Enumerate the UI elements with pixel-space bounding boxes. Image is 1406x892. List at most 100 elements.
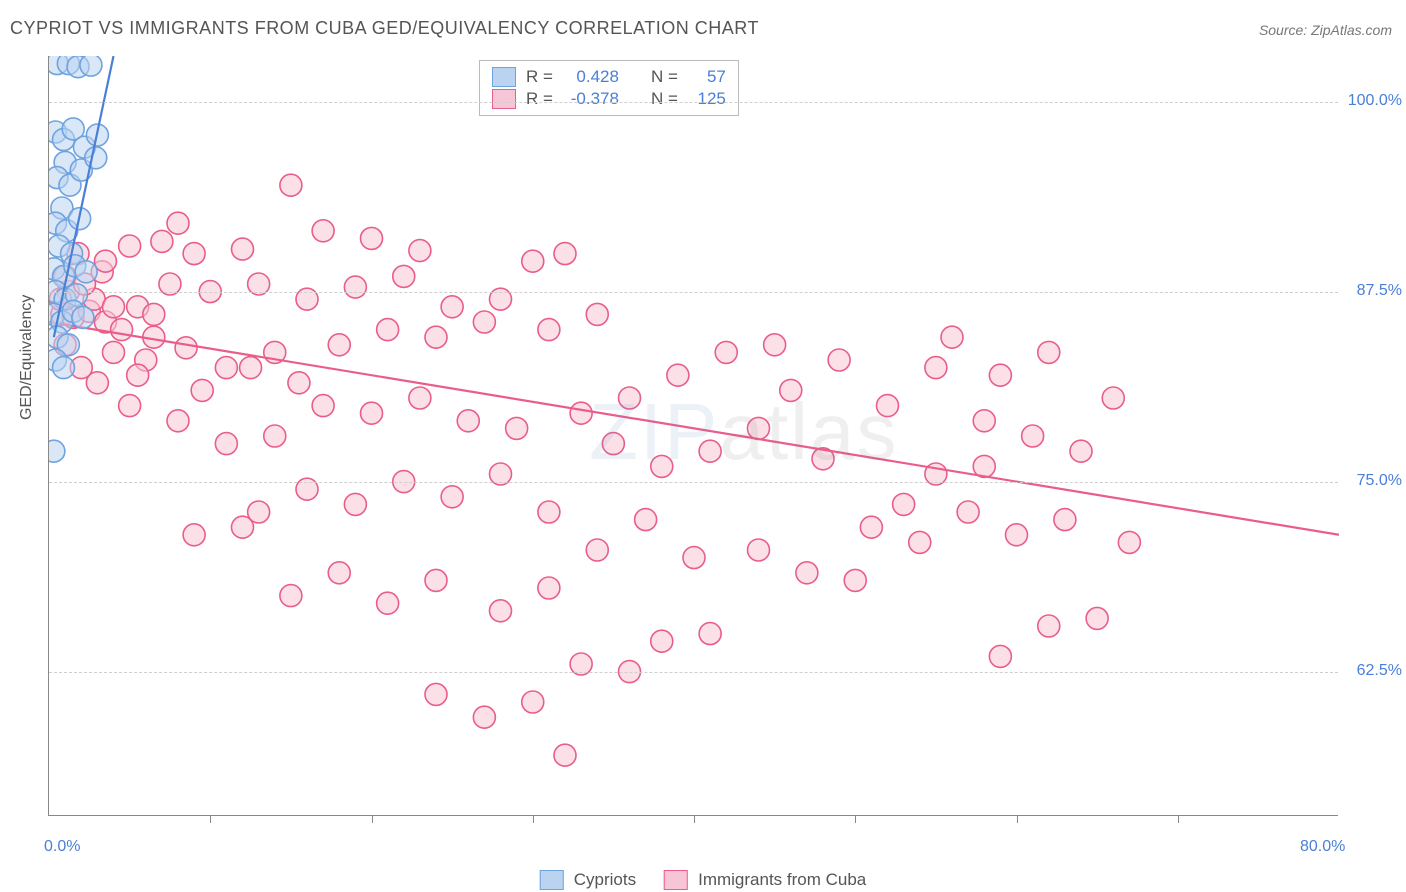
data-point-cuba [844,569,866,591]
data-point-cuba [748,539,770,561]
swatch-cuba [492,89,516,109]
data-point-cuba [764,334,786,356]
data-point-cuba [215,433,237,455]
r-label: R = [526,67,553,87]
data-point-cuba [635,509,657,531]
data-point-cuba [1038,341,1060,363]
data-point-cuba [441,486,463,508]
x-min-label: 0.0% [44,838,80,856]
data-point-cuba [699,440,721,462]
data-point-cuba [554,744,576,766]
data-point-cuba [522,250,544,272]
x-tick [694,815,695,823]
data-point-cuba [973,410,995,432]
data-point-cypriots [75,261,97,283]
data-point-cuba [860,516,882,538]
data-point-cuba [877,395,899,417]
data-point-cuba [409,387,431,409]
data-point-cuba [586,303,608,325]
data-point-cuba [651,630,673,652]
data-point-cuba [989,645,1011,667]
data-point-cuba [699,623,721,645]
data-point-cuba [570,402,592,424]
y-tick-label: 87.5% [1357,282,1402,300]
x-tick [1017,815,1018,823]
data-point-cuba [425,683,447,705]
gridline-h [49,672,1338,673]
legend-row-cypriots: R = 0.428 N = 57 [492,67,726,87]
data-point-cuba [167,410,189,432]
data-point-cuba [602,433,624,455]
y-tick-label: 62.5% [1357,662,1402,680]
data-point-cypriots [72,306,94,328]
chart-container: CYPRIOT VS IMMIGRANTS FROM CUBA GED/EQUI… [0,0,1406,892]
data-point-cypriots [53,357,75,379]
data-point-cuba [780,379,802,401]
x-tick [533,815,534,823]
data-point-cuba [280,585,302,607]
swatch-cypriots [492,67,516,87]
data-point-cypriots [85,147,107,169]
swatch-cuba-bottom [664,870,688,890]
data-point-cuba [683,547,705,569]
data-point-cuba [796,562,818,584]
y-axis-title: GED/Equivalency [18,295,36,420]
data-point-cuba [554,243,576,265]
data-point-cuba [344,276,366,298]
data-point-cuba [925,357,947,379]
data-point-cuba [538,577,560,599]
data-point-cuba [288,372,310,394]
data-point-cuba [393,265,415,287]
data-point-cuba [361,227,383,249]
data-point-cuba [1070,440,1092,462]
series-legend: Cypriots Immigrants from Cuba [540,870,867,890]
data-point-cuba [183,524,205,546]
data-point-cuba [215,357,237,379]
chart-svg [49,56,1339,816]
plot-area: ZIPatlas R = 0.428 N = 57 R = -0.378 N =… [48,56,1338,816]
gridline-h [49,292,1338,293]
legend-item-cuba: Immigrants from Cuba [664,870,866,890]
data-point-cuba [425,569,447,591]
data-point-cuba [941,326,963,348]
data-point-cuba [522,691,544,713]
data-point-cuba [344,493,366,515]
data-point-cuba [715,341,737,363]
data-point-cuba [127,364,149,386]
data-point-cuba [619,387,641,409]
gridline-h [49,482,1338,483]
data-point-cuba [989,364,1011,386]
swatch-cypriots-bottom [540,870,564,890]
data-point-cuba [490,600,512,622]
gridline-h [49,102,1338,103]
data-point-cuba [191,379,213,401]
legend-row-cuba: R = -0.378 N = 125 [492,89,726,109]
data-point-cuba [183,243,205,265]
legend-item-cypriots: Cypriots [540,870,636,890]
data-point-cuba [538,319,560,341]
data-point-cuba [506,417,528,439]
data-point-cuba [748,417,770,439]
n-label: N = [651,89,678,109]
data-point-cuba [538,501,560,523]
data-point-cuba [651,455,673,477]
data-point-cuba [667,364,689,386]
source-label: Source: ZipAtlas.com [1259,22,1392,38]
y-tick-label: 75.0% [1357,472,1402,490]
r-value-cypriots: 0.428 [563,67,619,87]
r-label: R = [526,89,553,109]
data-point-cypriots [49,440,65,462]
data-point-cuba [143,303,165,325]
data-point-cuba [586,539,608,561]
n-value-cuba: 125 [688,89,726,109]
data-point-cuba [409,240,431,262]
data-point-cuba [280,174,302,196]
data-point-cuba [957,501,979,523]
data-point-cuba [151,230,173,252]
data-point-cuba [312,220,334,242]
data-point-cuba [1086,607,1108,629]
trend-line-cuba [49,322,1339,535]
data-point-cuba [1054,509,1076,531]
data-point-cuba [441,296,463,318]
legend-label-cypriots: Cypriots [574,870,636,890]
